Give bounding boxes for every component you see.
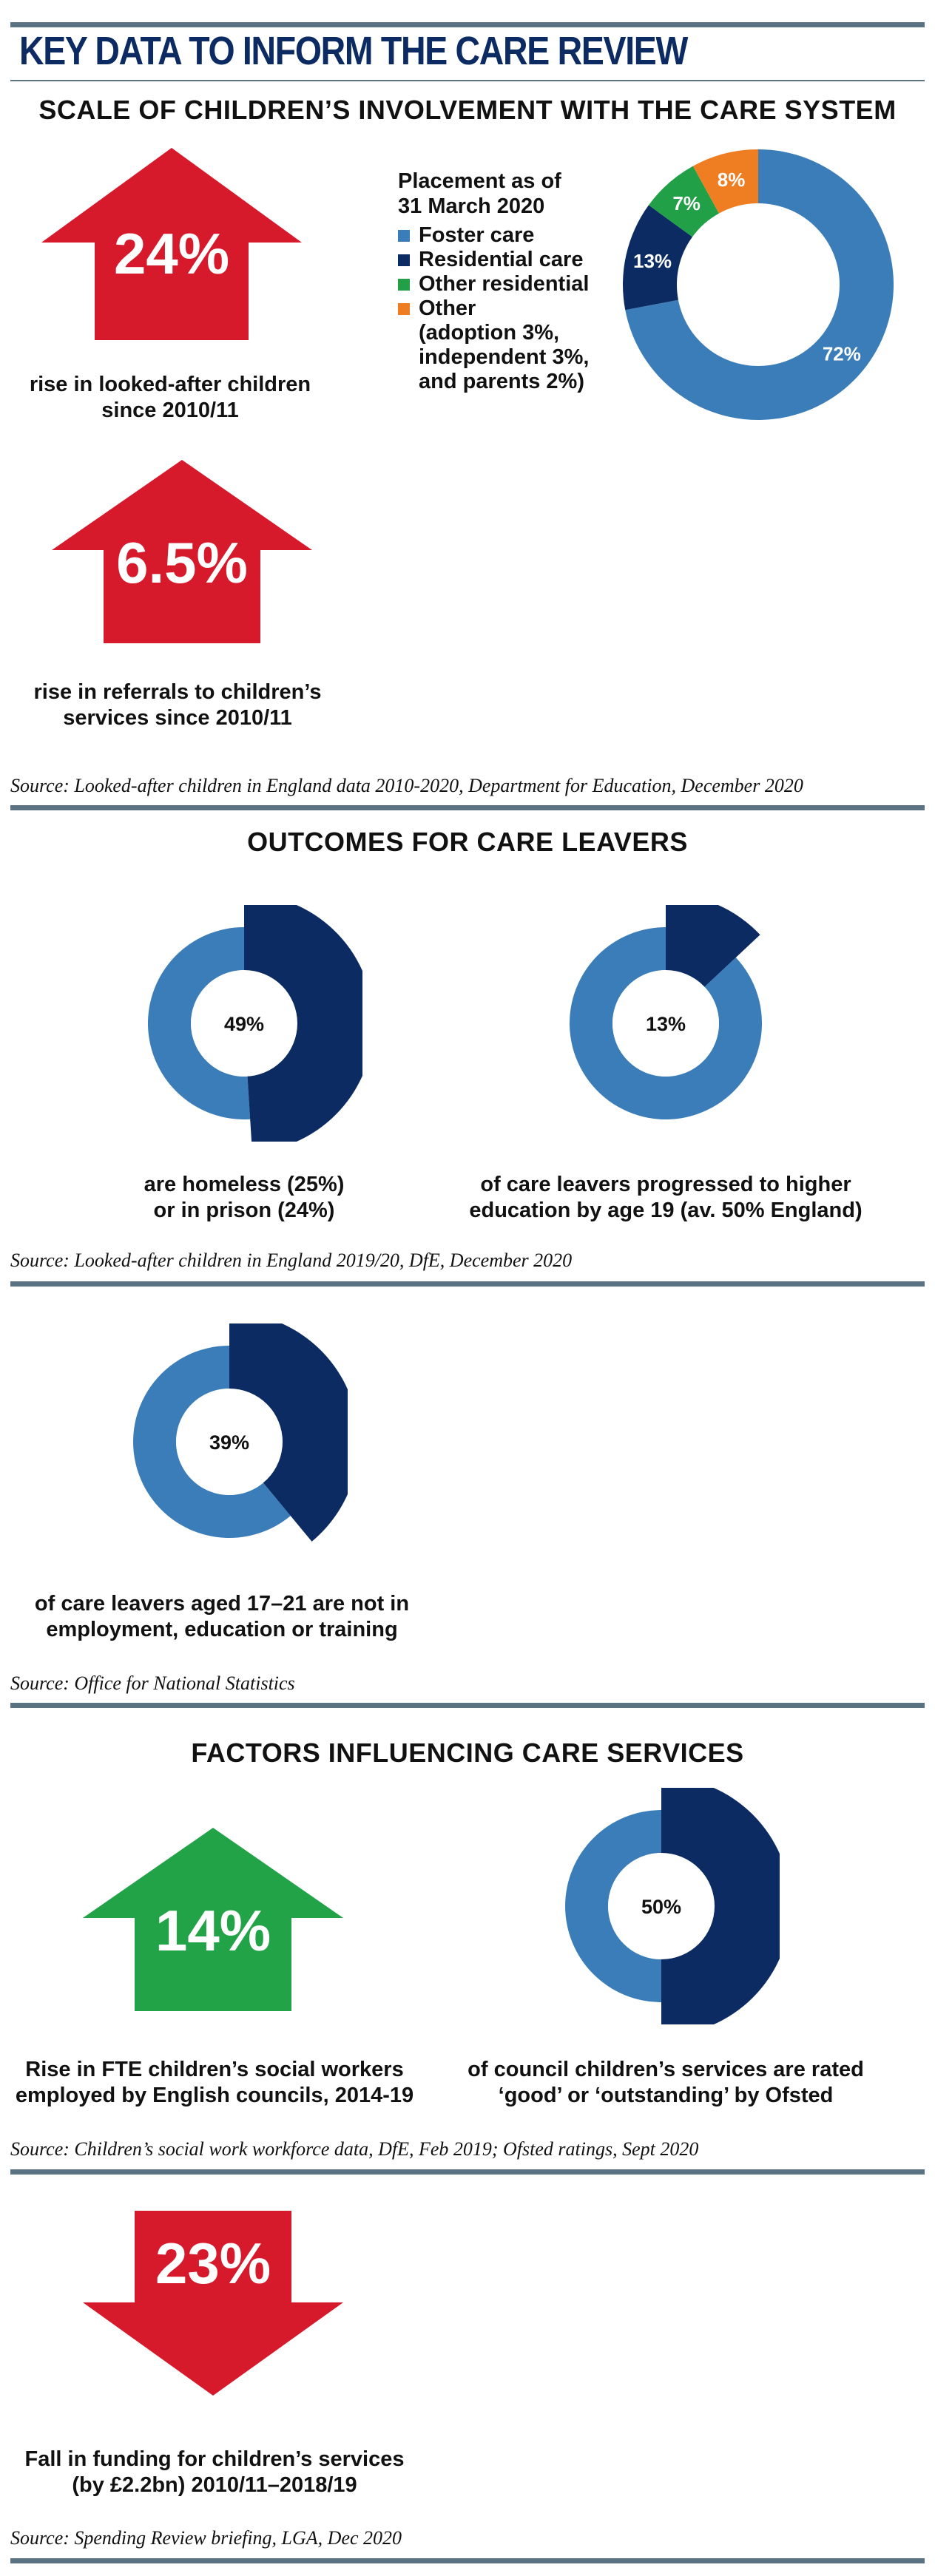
donut-49-caption-line2: or in prison (24%) bbox=[153, 1199, 335, 1222]
placement-legend: Foster care Residential care Other resid… bbox=[398, 223, 589, 394]
donut-center-label: 13% bbox=[646, 1013, 686, 1035]
page-title: KEY DATA TO INFORM THE CARE REVIEW bbox=[19, 29, 688, 73]
donut-49-caption-line1: are homeless (25%) bbox=[144, 1173, 345, 1196]
donut-center-label: 49% bbox=[224, 1013, 264, 1035]
legend-item-other-residential: Other residential bbox=[398, 272, 589, 296]
stat-24-caption: rise in looked-after children since 2010… bbox=[15, 372, 325, 424]
donut-hole bbox=[176, 1389, 283, 1495]
donut-50-caption-line1: of council children’s services are rated bbox=[467, 2058, 864, 2081]
legend-heading-line2: 31 March 2020 bbox=[398, 194, 545, 218]
stat-24-value: 24% bbox=[113, 221, 230, 286]
swatch-icon bbox=[398, 279, 410, 291]
donut-slice-label: 72% bbox=[823, 342, 861, 365]
donut-slice-label: 7% bbox=[672, 192, 701, 214]
donut-remainder-slice bbox=[565, 1810, 661, 2002]
donut-center-label: 39% bbox=[209, 1431, 249, 1454]
title-underline bbox=[10, 80, 925, 81]
legend-item-other: Other bbox=[398, 296, 589, 321]
donut-remainder-slice bbox=[133, 1346, 291, 1538]
donut-highlight-slice bbox=[229, 1323, 348, 1542]
donut-13-caption-line1: of care leavers progressed to higher bbox=[480, 1173, 851, 1196]
swatch-icon bbox=[398, 303, 410, 315]
swatch-icon bbox=[398, 254, 410, 266]
donut-13-caption: of care leavers progressed to higher edu… bbox=[444, 1172, 888, 1224]
stat-23-caption: Fall in funding for children’s services … bbox=[7, 2447, 422, 2498]
legend-label: Foster care bbox=[419, 223, 535, 247]
bottom-rule bbox=[10, 2558, 925, 2563]
donut-slice-label: 8% bbox=[718, 169, 746, 191]
legend-heading-line1: Placement as of bbox=[398, 169, 561, 193]
legend-other-sub1: (adoption 3%, bbox=[419, 321, 560, 345]
stat-23-value: 23% bbox=[155, 2231, 271, 2296]
legend-label: Other residential bbox=[419, 272, 590, 296]
stat-14-arrow: 14% bbox=[83, 1828, 343, 2011]
section-title-factors: FACTORS INFLUENCING CARE SERVICES bbox=[191, 1738, 744, 1768]
donut-remainder-slice bbox=[148, 927, 251, 1119]
stat-6-5-arrow: 6.5% bbox=[52, 460, 312, 643]
stat-14-caption-line1: Rise in FTE children’s social workers bbox=[25, 2058, 404, 2081]
donut-50-caption-line2: ‘good’ or ‘outstanding’ by Ofsted bbox=[498, 2084, 834, 2107]
stat-24-caption-line1: rise in looked-after children bbox=[29, 373, 311, 396]
donut-slice-label: 13% bbox=[633, 250, 672, 272]
donut-slice-other-residential bbox=[648, 166, 720, 237]
donut-slice-foster-care bbox=[625, 149, 894, 420]
legend-label: Residential care bbox=[419, 248, 584, 271]
placement-donut-chart: 72% 13% 7% 8% bbox=[623, 149, 894, 420]
stat-14-caption: Rise in FTE children’s social workers em… bbox=[7, 2057, 422, 2109]
donut-39-caption-line1: of care leavers aged 17–21 are not in bbox=[34, 1592, 410, 1616]
top-rule bbox=[10, 22, 925, 27]
source-outcomes-2: Source: Office for National Statistics bbox=[10, 1672, 295, 1694]
stat-23-caption-line2: (by £2.2bn) 2010/11–2018/19 bbox=[72, 2473, 357, 2497]
donut-39-caption: of care leavers aged 17–21 are not in em… bbox=[15, 1591, 429, 1643]
section-rule bbox=[10, 2169, 925, 2175]
stat-6-5-value: 6.5% bbox=[116, 530, 248, 595]
stat-6-5-caption-line2: services since 2010/11 bbox=[63, 706, 292, 730]
swatch-icon bbox=[398, 230, 410, 242]
homeless-prison-donut-chart: 49% bbox=[148, 905, 362, 1142]
ofsted-donut-chart: 50% bbox=[565, 1788, 780, 2024]
donut-hole bbox=[191, 970, 297, 1077]
source-outcomes-1: Source: Looked-after children in England… bbox=[10, 1250, 573, 1271]
legend-other-sub2: independent 3%, bbox=[419, 345, 590, 369]
legend-other-sub3: and parents 2%) bbox=[419, 370, 584, 393]
donut-remainder-slice bbox=[570, 927, 762, 1119]
donut-hole bbox=[612, 970, 719, 1077]
legend-item-foster: Foster care bbox=[398, 223, 589, 248]
down-arrow-icon bbox=[83, 2211, 343, 2396]
up-arrow-icon bbox=[52, 460, 312, 643]
source-factors-1: Source: Children’s social work workforce… bbox=[10, 2138, 699, 2160]
stat-6-5-caption-line1: rise in referrals to children’s bbox=[33, 680, 322, 704]
section-title-outcomes: OUTCOMES FOR CARE LEAVERS bbox=[247, 827, 688, 857]
donut-hole bbox=[608, 1853, 715, 1959]
placement-legend-heading: Placement as of 31 March 2020 bbox=[398, 169, 561, 219]
up-arrow-icon bbox=[83, 1828, 343, 2011]
donut-39-caption-line2: employment, education or training bbox=[46, 1618, 398, 1641]
stat-23-caption-line1: Fall in funding for children’s services bbox=[24, 2447, 405, 2471]
donut-13-caption-line2: education by age 19 (av. 50% England) bbox=[469, 1199, 863, 1222]
donut-slice-other bbox=[692, 149, 758, 214]
donut-49-caption: are homeless (25%) or in prison (24%) bbox=[74, 1172, 414, 1224]
up-arrow-icon bbox=[41, 148, 302, 340]
stat-23-arrow: 23% bbox=[83, 2211, 343, 2396]
donut-center-label: 50% bbox=[641, 1896, 681, 1918]
donut-50-caption: of council children’s services are rated… bbox=[436, 2057, 895, 2109]
legend-label: Other bbox=[419, 296, 476, 320]
stat-6-5-caption: rise in referrals to children’s services… bbox=[15, 679, 340, 731]
section-rule bbox=[10, 805, 925, 810]
section-rule bbox=[10, 1703, 925, 1708]
neet-donut-chart: 39% bbox=[133, 1323, 348, 1542]
stat-24-caption-line2: since 2010/11 bbox=[101, 399, 239, 422]
section-rule bbox=[10, 1281, 925, 1287]
stat-14-value: 14% bbox=[155, 1898, 271, 1963]
higher-education-donut-chart: 13% bbox=[570, 905, 762, 1119]
source-scale: Source: Looked-after children in England… bbox=[10, 775, 803, 796]
donut-highlight-slice bbox=[244, 905, 362, 1142]
donut-highlight-slice bbox=[661, 1788, 780, 2024]
stat-24-arrow: 24% bbox=[41, 148, 302, 340]
source-factors-2: Source: Spending Review briefing, LGA, D… bbox=[10, 2527, 402, 2549]
donut-slice-residential-care bbox=[623, 205, 693, 311]
legend-item-residential: Residential care bbox=[398, 248, 589, 272]
stat-14-caption-line2: employed by English councils, 2014-19 bbox=[15, 2084, 414, 2107]
section-title-scale: SCALE OF CHILDREN’S INVOLVEMENT WITH THE… bbox=[38, 95, 897, 125]
